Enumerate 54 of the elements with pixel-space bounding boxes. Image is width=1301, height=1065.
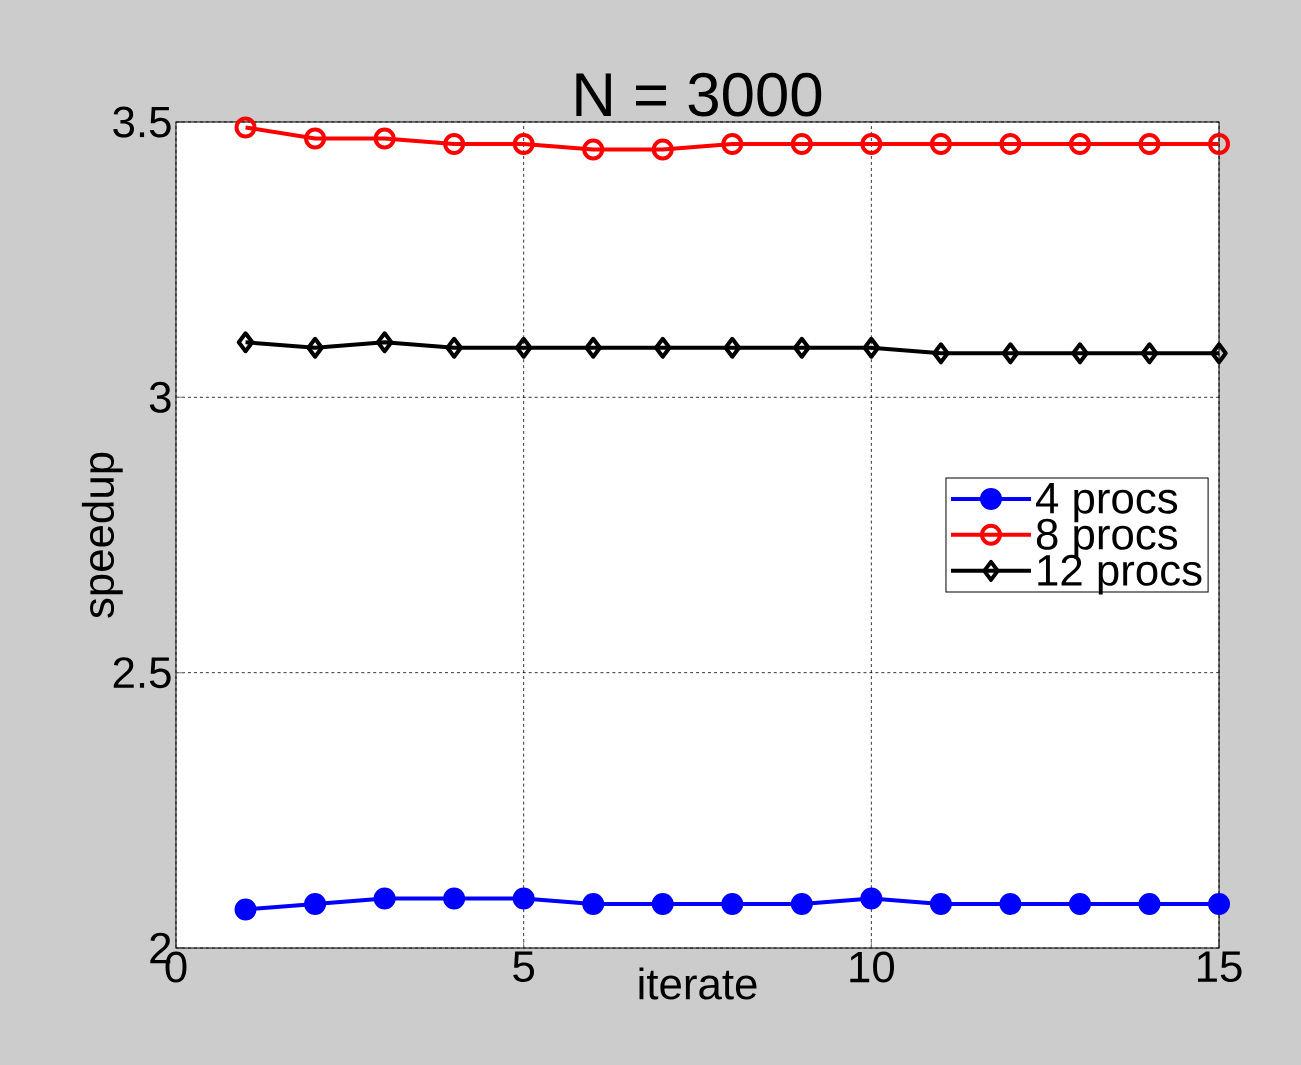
x-tick-label: 10 [850,951,894,983]
point [929,892,952,915]
point [1208,892,1231,915]
point [375,331,394,354]
point [862,336,881,359]
point [651,138,674,161]
point [721,133,744,156]
point [306,336,324,359]
y-tick-label: 3 [149,381,171,413]
chart-title: N = 3000 [576,72,822,117]
point [514,336,533,359]
point [582,892,605,915]
point [512,133,535,156]
point [790,133,813,156]
point [443,887,466,910]
point [234,898,257,921]
point [1210,342,1228,365]
point [236,331,255,354]
point [723,336,742,359]
point [860,887,883,910]
point [373,127,396,150]
point [721,892,744,915]
y-axis-title: speedup [81,452,123,618]
point [234,116,257,139]
point [651,892,674,915]
point [1138,133,1161,156]
point [1001,342,1020,365]
point [929,133,952,156]
point [790,892,813,915]
point [1071,342,1089,365]
point [654,336,672,359]
point [860,133,883,156]
y-tick-label: 3.5 [113,106,171,138]
point [793,336,811,359]
point [443,133,466,156]
point [999,133,1022,156]
point [304,127,327,150]
point [373,887,396,910]
x-tick-label: 5 [513,951,535,983]
point [445,336,463,359]
x-tick-label: 15 [1197,951,1242,983]
point [932,342,950,365]
point [1068,892,1091,915]
point [582,138,605,161]
point [1068,133,1091,156]
point [999,892,1022,915]
y-tick-label: 2.5 [113,657,171,689]
point [304,892,327,915]
point [584,336,602,359]
point [1140,342,1159,365]
point [1138,892,1161,915]
point [1208,133,1231,156]
point [512,887,535,910]
x-axis-title: iterate [639,967,757,1000]
